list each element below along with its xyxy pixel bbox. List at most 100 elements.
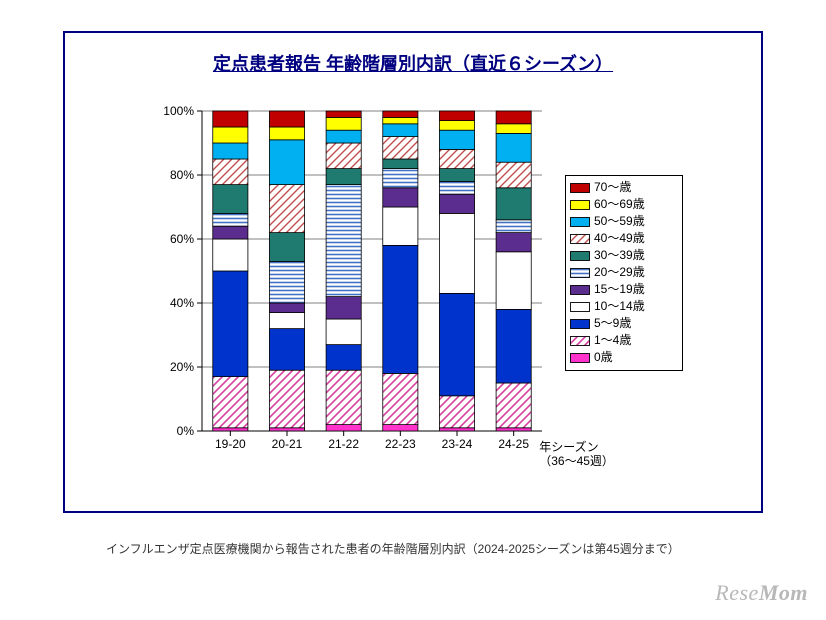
bar-segment (326, 319, 361, 345)
bar-segment (269, 428, 304, 431)
watermark-logo: ReseMom (715, 580, 808, 606)
bar-segment (383, 169, 418, 188)
legend-swatch (570, 353, 590, 363)
bar-segment (269, 127, 304, 140)
watermark-text-b: Mom (759, 580, 808, 605)
bar-segment (496, 233, 531, 252)
svg-text:20-21: 20-21 (272, 437, 303, 451)
legend-swatch (570, 319, 590, 329)
bar-segment (496, 383, 531, 428)
bar-segment (213, 271, 248, 377)
bar-segment (439, 111, 474, 121)
bar-segment (326, 345, 361, 371)
bar-segment (496, 124, 531, 134)
bar-segment (213, 143, 248, 159)
bar-segment (213, 377, 248, 428)
bar-segment (439, 181, 474, 194)
legend-label: 40～49歳 (594, 230, 645, 247)
bar-segment (383, 188, 418, 207)
svg-text:60%: 60% (170, 232, 194, 246)
svg-text:21-22: 21-22 (328, 437, 359, 451)
legend-swatch (570, 234, 590, 244)
legend-label: 60～69歳 (594, 196, 645, 213)
svg-text:80%: 80% (170, 168, 194, 182)
legend-swatch (570, 285, 590, 295)
bar-segment (383, 124, 418, 137)
bar-segment (269, 261, 304, 303)
chart-plot: 0%20%40%60%80%100%19-2020-2121-2222-2323… (158, 105, 548, 455)
bar-segment (383, 207, 418, 245)
bar-segment (439, 130, 474, 149)
bar-segment (326, 169, 361, 185)
bar-segment (326, 111, 361, 117)
legend-swatch (570, 268, 590, 278)
bar-segment (496, 111, 531, 124)
bar-segment (269, 233, 304, 262)
bar-segment (496, 309, 531, 383)
bar-segment (326, 117, 361, 130)
legend-label: 20～29歳 (594, 264, 645, 281)
legend-item: 40～49歳 (570, 230, 678, 247)
bar-segment (326, 185, 361, 297)
legend-label: 30～39歳 (594, 247, 645, 264)
bar-segment (269, 303, 304, 313)
bar-segment (496, 428, 531, 431)
bar-segment (496, 188, 531, 220)
chart-title: 定点患者報告 年齢階層別内訳（直近６シーズン） (213, 50, 613, 76)
bar-segment (326, 425, 361, 431)
bar-segment (383, 137, 418, 159)
bar-segment (213, 159, 248, 185)
legend-item: 5～9歳 (570, 315, 678, 332)
legend-label: 70～歳 (594, 179, 631, 196)
svg-text:0%: 0% (177, 424, 195, 438)
bar-segment (269, 185, 304, 233)
bar-segment (383, 425, 418, 431)
bar-segment (383, 117, 418, 123)
xaxis-suffix-bottom: （36～45週） (539, 452, 614, 469)
legend-item: 50～59歳 (570, 213, 678, 230)
legend-label: 5～9歳 (594, 315, 631, 332)
legend-label: 10～14歳 (594, 298, 645, 315)
svg-text:24-25: 24-25 (498, 437, 529, 451)
bar-segment (439, 169, 474, 182)
legend-swatch (570, 200, 590, 210)
bar-segment (383, 245, 418, 373)
legend-label: 1～4歳 (594, 332, 631, 349)
bar-segment (439, 396, 474, 428)
bar-segment (496, 133, 531, 162)
svg-text:19-20: 19-20 (215, 437, 246, 451)
bar-segment (269, 111, 304, 127)
bar-segment (326, 143, 361, 169)
legend-swatch (570, 251, 590, 261)
svg-text:40%: 40% (170, 296, 194, 310)
bar-segment (213, 226, 248, 239)
legend-swatch (570, 217, 590, 227)
bar-segment (269, 370, 304, 428)
bar-segment (439, 149, 474, 168)
bar-segment (269, 313, 304, 329)
bar-segment (383, 111, 418, 117)
bar-segment (213, 185, 248, 214)
bar-segment (269, 140, 304, 185)
bar-segment (496, 252, 531, 310)
legend-label: 15～19歳 (594, 281, 645, 298)
legend-label: 0歳 (594, 349, 613, 366)
chart-legend: 70～歳60～69歳50～59歳40～49歳30～39歳20～29歳15～19歳… (565, 175, 683, 371)
svg-text:100%: 100% (163, 105, 194, 118)
svg-text:20%: 20% (170, 360, 194, 374)
bar-segment (439, 121, 474, 131)
legend-item: 70～歳 (570, 179, 678, 196)
bar-segment (326, 297, 361, 319)
bar-segment (496, 162, 531, 188)
svg-text:23-24: 23-24 (442, 437, 473, 451)
legend-item: 20～29歳 (570, 264, 678, 281)
bar-segment (326, 370, 361, 424)
bar-segment (383, 159, 418, 169)
bar-segment (439, 194, 474, 213)
bar-segment (439, 293, 474, 395)
watermark-text-a: Rese (715, 580, 759, 605)
bar-segment (213, 213, 248, 226)
bar-segment (213, 239, 248, 271)
legend-swatch (570, 183, 590, 193)
legend-item: 10～14歳 (570, 298, 678, 315)
